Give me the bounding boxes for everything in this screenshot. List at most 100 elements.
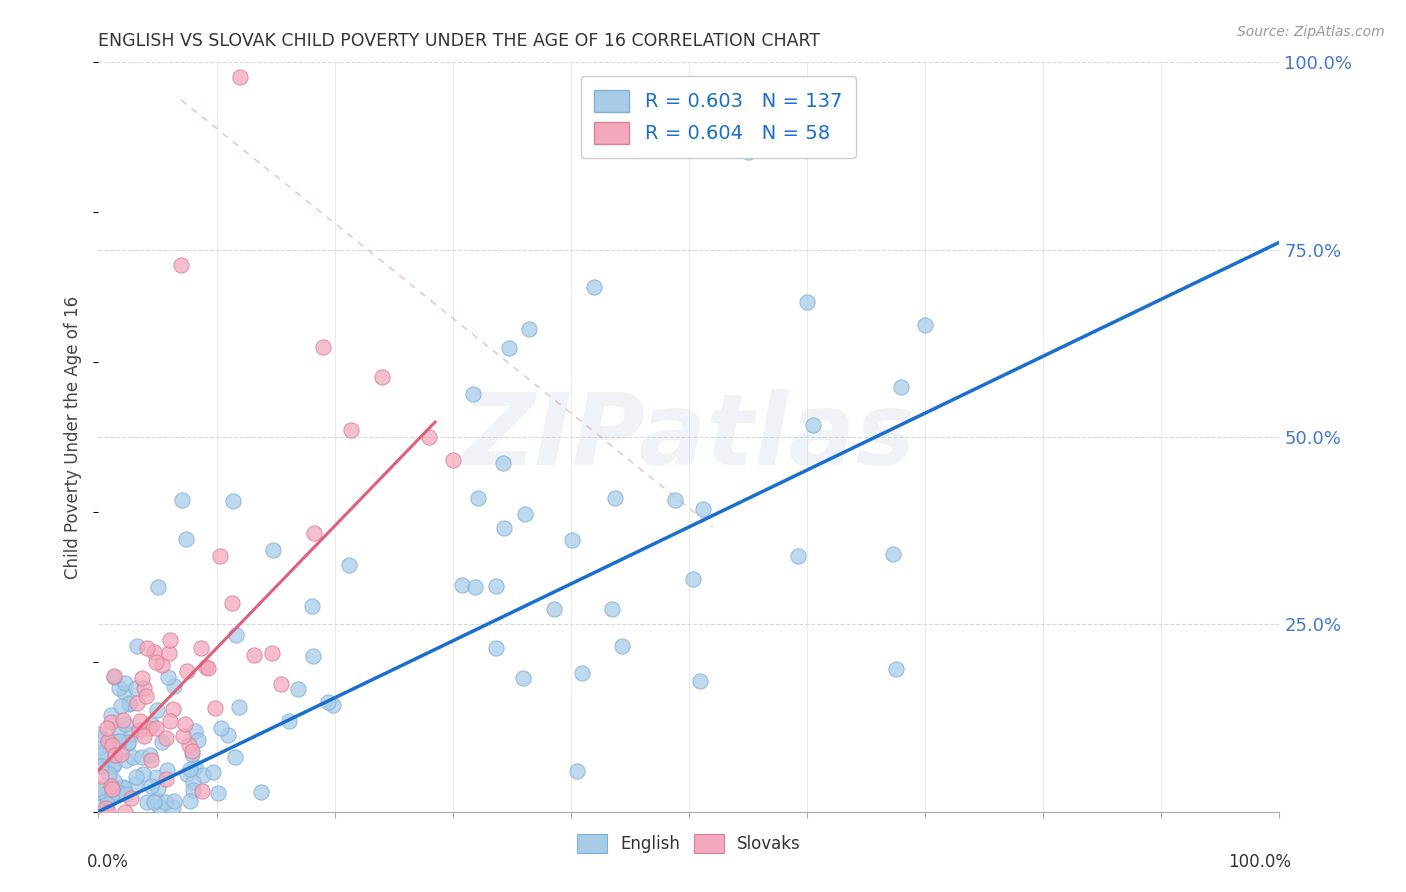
- Point: [217, 728, 239, 742]
- Point: [664, 492, 686, 507]
- Text: 100.0%: 100.0%: [1229, 853, 1291, 871]
- Point: [100, 787, 122, 801]
- Point: [107, 784, 129, 798]
- Point: [96, 797, 118, 812]
- Point: [221, 596, 243, 610]
- Text: 0.0%: 0.0%: [87, 853, 128, 871]
- Point: [163, 794, 186, 808]
- Point: [90, 769, 112, 783]
- Point: [162, 702, 184, 716]
- Point: [118, 696, 141, 710]
- Point: [682, 572, 704, 586]
- Point: [262, 543, 284, 558]
- Point: [181, 775, 204, 789]
- Point: [302, 525, 325, 540]
- Point: [287, 681, 309, 696]
- Point: [139, 779, 162, 793]
- Point: [141, 753, 163, 767]
- Point: [882, 547, 904, 561]
- Point: [97, 734, 120, 748]
- Point: [337, 558, 360, 572]
- Point: [583, 280, 606, 294]
- Point: [101, 758, 124, 772]
- Point: [513, 508, 536, 522]
- Point: [567, 764, 589, 779]
- Point: [184, 724, 207, 739]
- Point: [114, 675, 136, 690]
- Point: [114, 805, 136, 819]
- Point: [260, 646, 283, 660]
- Point: [145, 793, 167, 807]
- Point: [208, 549, 231, 563]
- Point: [117, 735, 139, 749]
- Point: [737, 145, 759, 160]
- Point: [145, 770, 167, 784]
- Point: [90, 739, 112, 754]
- Point: [125, 681, 148, 696]
- Point: [131, 671, 153, 685]
- Point: [316, 695, 339, 709]
- Text: Source: ZipAtlas.com: Source: ZipAtlas.com: [1237, 25, 1385, 39]
- Point: [485, 579, 508, 593]
- Point: [101, 738, 124, 752]
- Point: [87, 786, 110, 800]
- Point: [159, 633, 181, 648]
- Point: [103, 670, 125, 684]
- Point: [162, 679, 184, 693]
- Point: [120, 727, 142, 741]
- Point: [94, 800, 117, 814]
- Text: ZIPatlas: ZIPatlas: [463, 389, 915, 485]
- Point: [197, 661, 219, 675]
- Point: [100, 708, 122, 723]
- Point: [187, 732, 209, 747]
- Point: [224, 749, 246, 764]
- Point: [150, 657, 173, 672]
- Point: [103, 735, 125, 749]
- Point: [93, 803, 115, 817]
- Point: [143, 796, 166, 810]
- Point: [94, 787, 117, 801]
- Point: [128, 723, 150, 737]
- Point: [184, 760, 207, 774]
- Point: [153, 795, 176, 809]
- Point: [270, 676, 292, 690]
- Point: [145, 721, 167, 735]
- Point: [132, 767, 155, 781]
- Point: [110, 699, 132, 714]
- Point: [89, 747, 111, 762]
- Point: [181, 744, 204, 758]
- Point: [571, 665, 593, 680]
- Point: [498, 341, 520, 355]
- Point: [229, 70, 252, 85]
- Point: [100, 779, 122, 793]
- Point: [150, 735, 173, 749]
- Y-axis label: Child Poverty Under the Age of 16: Child Poverty Under the Age of 16: [65, 295, 83, 579]
- Point: [108, 681, 131, 695]
- Point: [600, 602, 623, 616]
- Point: [115, 787, 138, 801]
- Point: [179, 762, 201, 776]
- Point: [120, 791, 142, 805]
- Point: [692, 501, 714, 516]
- Point: [97, 767, 120, 781]
- Point: [114, 717, 136, 731]
- Point: [250, 785, 273, 799]
- Point: [464, 580, 486, 594]
- Point: [103, 669, 125, 683]
- Point: [179, 794, 201, 808]
- Point: [170, 258, 193, 272]
- Point: [138, 721, 160, 735]
- Point: [87, 727, 110, 741]
- Point: [467, 491, 489, 506]
- Point: [148, 798, 170, 813]
- Point: [278, 714, 301, 728]
- Point: [302, 648, 325, 663]
- Point: [162, 800, 184, 814]
- Point: [787, 549, 810, 563]
- Point: [603, 491, 626, 505]
- Point: [173, 717, 195, 731]
- Point: [115, 753, 138, 767]
- Legend: English, Slovaks: English, Slovaks: [571, 827, 807, 860]
- Point: [159, 714, 181, 728]
- Point: [112, 685, 135, 699]
